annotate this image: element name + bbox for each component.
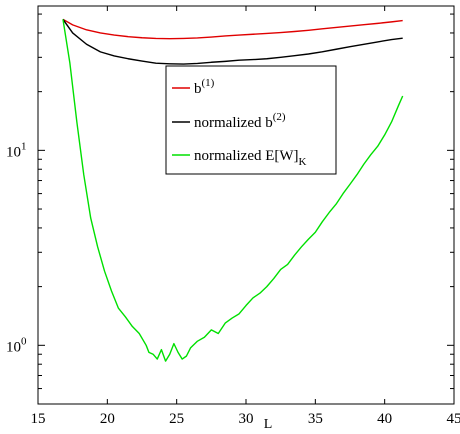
- x-axis-label: L: [264, 417, 273, 432]
- legend-label-1: b(1): [194, 77, 215, 97]
- x-tick-label: 15: [31, 411, 46, 427]
- y-tick-label: 100: [6, 335, 27, 355]
- legend-label-3: normalized E[W]K: [194, 148, 307, 168]
- x-tick-label: 45: [447, 411, 460, 427]
- series-line-3: [62, 19, 404, 362]
- ticks-layer: 15 20 25 30 35 40 45 100 101: [6, 6, 460, 427]
- series-line-1: [62, 18, 403, 40]
- legend-label-2: normalized b(2): [194, 111, 286, 131]
- x-tick-label: 25: [169, 411, 184, 427]
- legend-box: [165, 65, 337, 175]
- x-tick-label: 40: [377, 411, 392, 427]
- x-tick-label: 30: [239, 411, 254, 427]
- legend: b(1) normalized b(2) normalized E[W]K: [165, 65, 337, 175]
- series-line-2: [62, 18, 403, 65]
- series-layer: [62, 18, 404, 362]
- y-tick-label: 101: [6, 140, 27, 160]
- x-tick-label: 35: [308, 411, 323, 427]
- x-tick-label: 20: [100, 411, 115, 427]
